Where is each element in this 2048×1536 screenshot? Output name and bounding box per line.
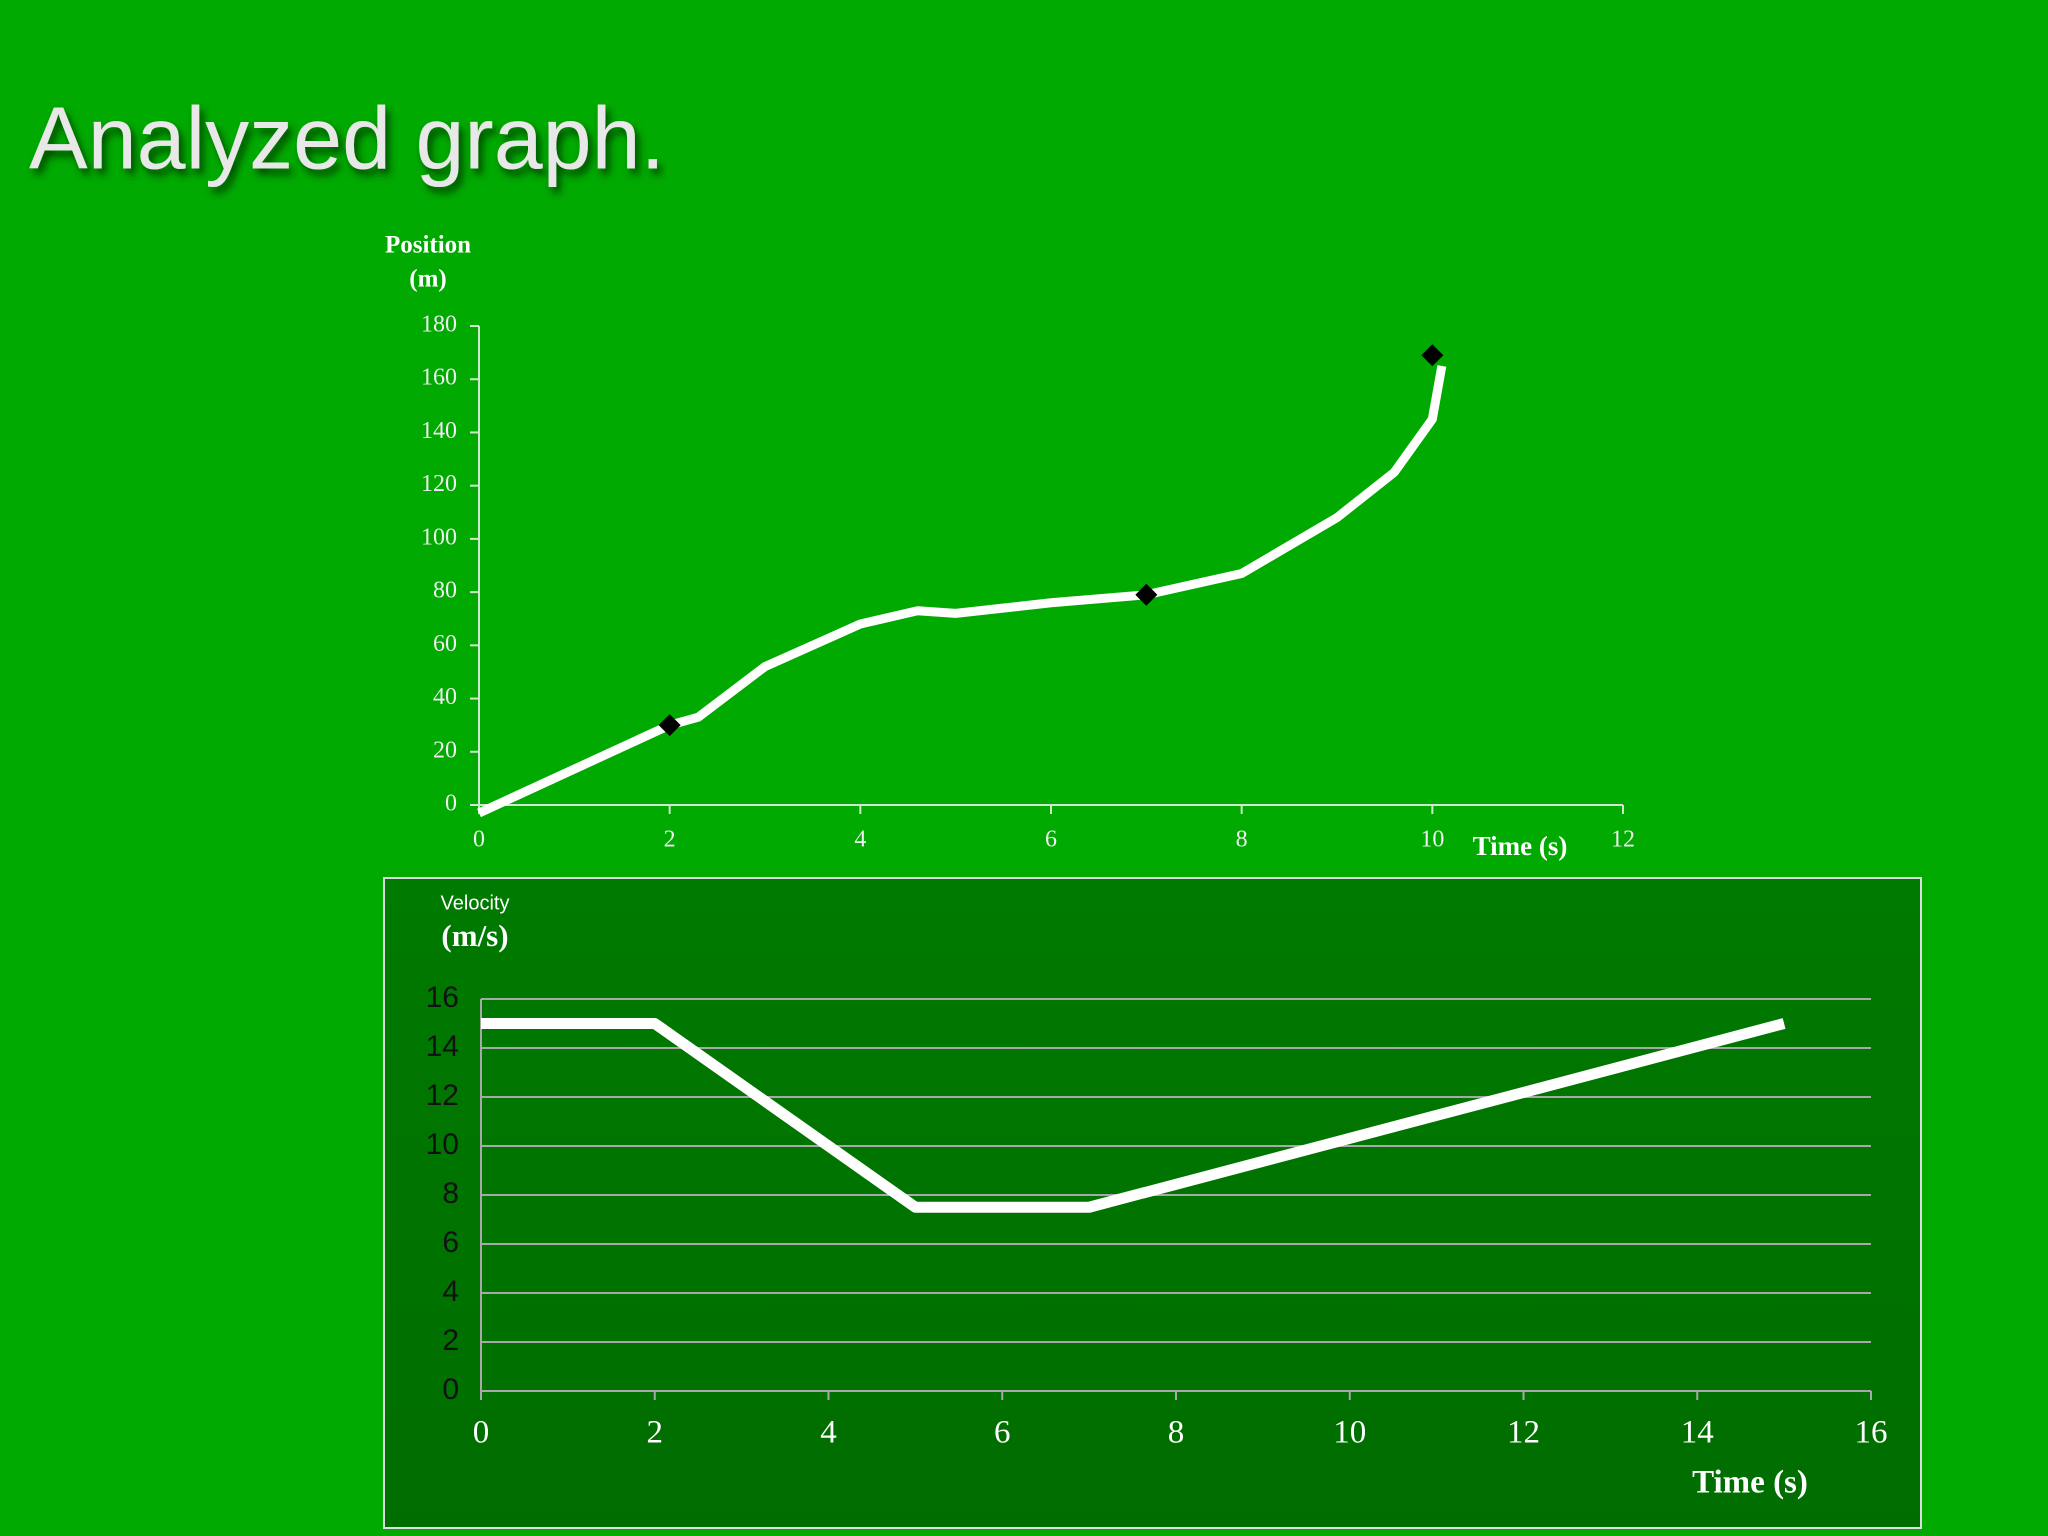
- y-axis-label: Position: [385, 232, 471, 259]
- y-axis-label: Velocity: [441, 892, 510, 914]
- y-tick-label: 12: [426, 1079, 459, 1112]
- y-tick-label: 20: [433, 737, 457, 763]
- data-marker: [1135, 583, 1158, 606]
- y-tick-label: 8: [442, 1177, 459, 1210]
- x-tick-label: 6: [1045, 827, 1057, 853]
- y-tick-label: 80: [433, 578, 457, 604]
- chart-panel: [383, 877, 1922, 1529]
- data-marker: [1421, 344, 1444, 367]
- y-tick-label: 160: [421, 365, 457, 391]
- x-tick-label: 8: [1168, 1415, 1185, 1451]
- x-tick-label: 10: [1420, 827, 1444, 853]
- y-axis-label: (m/s): [441, 918, 508, 953]
- x-tick-label: 0: [473, 827, 485, 853]
- y-tick-label: 0: [442, 1373, 459, 1406]
- x-tick-label: 2: [664, 827, 676, 853]
- x-tick-label: 10: [1333, 1415, 1366, 1451]
- x-tick-label: 12: [1507, 1415, 1540, 1451]
- x-tick-label: 12: [1611, 827, 1635, 853]
- x-tick-label: 2: [647, 1415, 664, 1451]
- x-tick-label: 16: [1855, 1415, 1888, 1451]
- x-axis-label: Time (s): [1692, 1465, 1808, 1501]
- y-tick-label: 140: [421, 418, 457, 444]
- y-tick-label: 120: [421, 471, 457, 497]
- data-line: [477, 365, 1447, 818]
- y-tick-label: 0: [445, 791, 457, 817]
- y-tick-label: 60: [433, 631, 457, 657]
- data-marker: [658, 714, 681, 737]
- y-tick-label: 10: [426, 1128, 459, 1161]
- data-line: [481, 1018, 1786, 1213]
- y-tick-label: 16: [426, 981, 459, 1014]
- slide-title: Analyzed graph.: [29, 88, 665, 187]
- x-tick-label: 4: [820, 1415, 837, 1451]
- y-tick-label: 100: [421, 524, 457, 550]
- y-tick-label: 180: [421, 312, 457, 338]
- x-tick-label: 6: [994, 1415, 1011, 1451]
- x-tick-label: 14: [1681, 1415, 1714, 1451]
- x-tick-label: 4: [854, 827, 866, 853]
- y-tick-label: 14: [426, 1030, 459, 1063]
- x-tick-label: 8: [1236, 827, 1248, 853]
- y-axis-label: (m): [409, 266, 446, 293]
- y-tick-label: 4: [442, 1275, 459, 1308]
- y-tick-label: 6: [442, 1226, 459, 1259]
- y-tick-label: 40: [433, 684, 457, 710]
- x-axis-label: Time (s): [1473, 831, 1568, 861]
- y-tick-label: 2: [442, 1324, 459, 1357]
- x-tick-label: 0: [473, 1415, 490, 1451]
